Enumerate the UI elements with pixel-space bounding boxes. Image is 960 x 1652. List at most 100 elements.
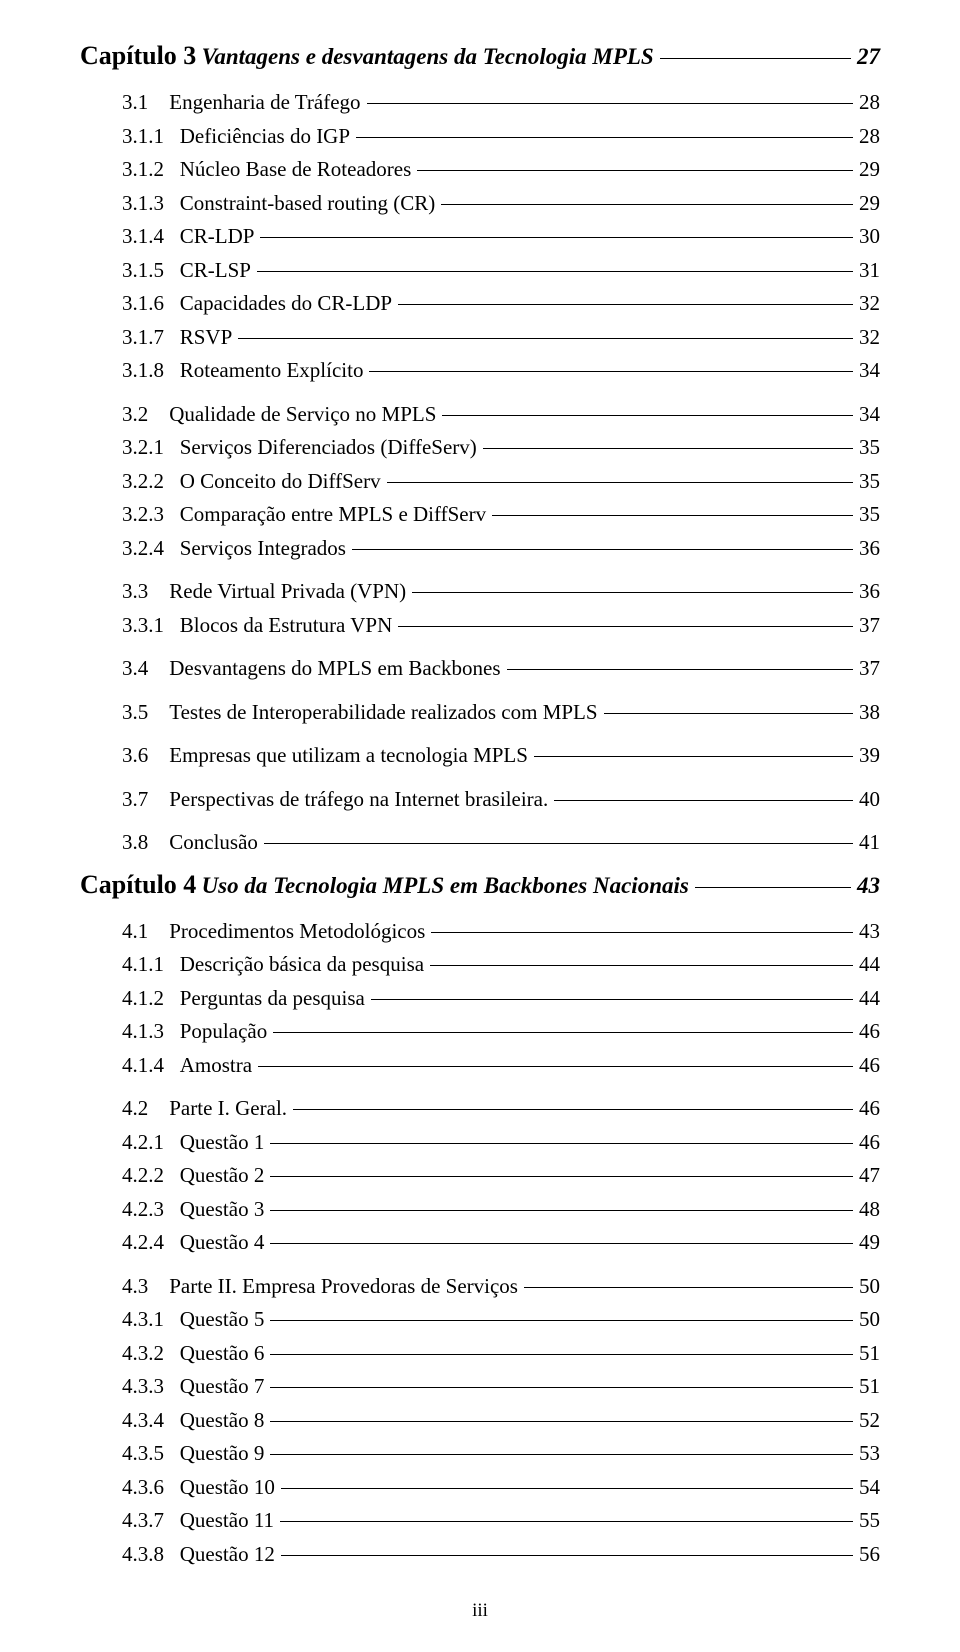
toc-leader	[534, 756, 853, 757]
toc-item-number: 3.2.2	[122, 469, 164, 493]
toc-leader	[280, 1521, 853, 1522]
toc-item-text: 4.3 Parte II. Empresa Provedoras de Serv…	[122, 1271, 522, 1303]
toc-item-title: RSVP	[180, 325, 233, 349]
toc-item-text: 3.1.6 Capacidades do CR-LDP	[122, 288, 396, 320]
toc-item-text: 4.1.2 Perguntas da pesquisa	[122, 983, 369, 1015]
toc-item-row: 3.6 Empresas que utilizam a tecnologia M…	[80, 740, 880, 772]
toc-item-text: 3.1.3 Constraint-based routing (CR)	[122, 188, 439, 220]
toc-page-number: 56	[855, 1539, 880, 1571]
toc-item-row: 3.1.2 Núcleo Base de Roteadores29	[80, 154, 880, 186]
toc-item-text: 4.3.1 Questão 5	[122, 1304, 268, 1336]
toc-item-title: O Conceito do DiffServ	[180, 469, 381, 493]
toc-item-text: 3.7 Perspectivas de tráfego na Internet …	[122, 784, 552, 816]
toc-item-row: 4.3.6 Questão 1054	[80, 1472, 880, 1504]
toc-item-text: 3.2.4 Serviços Integrados	[122, 533, 350, 565]
toc-item-row: 4.3.4 Questão 852	[80, 1405, 880, 1437]
toc-page-number: 52	[855, 1405, 880, 1437]
toc-chapter-row: Capítulo 3 Vantagens e desvantagens da T…	[80, 36, 880, 75]
toc-leader	[270, 1421, 853, 1422]
toc-leader	[264, 843, 853, 844]
toc-item-title: Questão 5	[180, 1307, 265, 1331]
toc-item-title: Núcleo Base de Roteadores	[180, 157, 412, 181]
toc-leader	[442, 415, 853, 416]
toc-item-title: Perguntas da pesquisa	[180, 986, 365, 1010]
toc-item-number: 3.1.2	[122, 157, 164, 181]
toc-page-number: 40	[855, 784, 880, 816]
toc-page-number: 41	[855, 827, 880, 859]
toc-page-number: 46	[855, 1093, 880, 1125]
toc-item-number: 4.1.2	[122, 986, 164, 1010]
toc-page-number: 43	[853, 869, 880, 904]
toc-item-row: 3.1.3 Constraint-based routing (CR)29	[80, 188, 880, 220]
toc-item-text: 4.1.1 Descrição básica da pesquisa	[122, 949, 428, 981]
toc-page-number: 30	[855, 221, 880, 253]
toc-item-title: CR-LDP	[180, 224, 255, 248]
toc-item-number: 4.2.1	[122, 1130, 164, 1154]
toc-leader	[258, 1066, 853, 1067]
toc-item-number: 3.1.8	[122, 358, 164, 382]
toc-page-number: 44	[855, 949, 880, 981]
toc-item-number: 3.1.6	[122, 291, 164, 315]
toc-leader	[660, 58, 851, 59]
toc-item-row: 3.2 Qualidade de Serviço no MPLS34	[80, 399, 880, 431]
toc-page-number: 50	[855, 1304, 880, 1336]
toc-item-text: 3.5 Testes de Interoperabilidade realiza…	[122, 697, 602, 729]
toc-item-row: 4.3.5 Questão 953	[80, 1438, 880, 1470]
toc-leader	[492, 515, 853, 516]
toc-item-title: Questão 4	[180, 1230, 265, 1254]
toc-page-number: 36	[855, 533, 880, 565]
toc-item-title: Questão 8	[180, 1408, 265, 1432]
toc-chapter-text: Capítulo 4 Uso da Tecnologia MPLS em Bac…	[80, 865, 693, 904]
toc-item-text: 3.8 Conclusão	[122, 827, 262, 859]
toc-item-text: 4.3.8 Questão 12	[122, 1539, 279, 1571]
toc-item-title: Parte II. Empresa Provedoras de Serviços	[169, 1274, 518, 1298]
toc-item-number: 3.2.1	[122, 435, 164, 459]
toc-item-number: 4.3.1	[122, 1307, 164, 1331]
toc-item-number: 3.1.4	[122, 224, 164, 248]
toc-item-title: População	[180, 1019, 267, 1043]
toc-item-title: Roteamento Explícito	[180, 358, 364, 382]
toc-item-number: 4.3.7	[122, 1508, 164, 1532]
toc-item-row: 3.3 Rede Virtual Privada (VPN)36	[80, 576, 880, 608]
toc-item-row: 3.2.1 Serviços Diferenciados (DiffeServ)…	[80, 432, 880, 464]
toc-item-text: 4.2.1 Questão 1	[122, 1127, 268, 1159]
toc-item-text: 4.1 Procedimentos Metodológicos	[122, 916, 429, 948]
toc-page-number: 32	[855, 288, 880, 320]
toc-leader	[270, 1143, 853, 1144]
toc-page-number: 46	[855, 1050, 880, 1082]
toc-leader	[507, 669, 853, 670]
toc-leader	[257, 271, 853, 272]
toc-page-number: 34	[855, 355, 880, 387]
toc-item-number: 3.2.3	[122, 502, 164, 526]
toc-item-title: Procedimentos Metodológicos	[169, 919, 425, 943]
toc-item-title: Parte I. Geral.	[169, 1096, 287, 1120]
toc-item-number: 3.1.1	[122, 124, 164, 148]
toc-leader	[371, 999, 853, 1000]
toc-item-number: 3.7	[122, 787, 148, 811]
toc-item-row: 4.1.2 Perguntas da pesquisa44	[80, 983, 880, 1015]
toc-chapter-text: Capítulo 3 Vantagens e desvantagens da T…	[80, 36, 658, 75]
toc-item-number: 4.2.3	[122, 1197, 164, 1221]
toc-item-text: 4.1.4 Amostra	[122, 1050, 256, 1082]
toc-page-number: 47	[855, 1160, 880, 1192]
toc-leader	[412, 592, 853, 593]
toc-item-number: 3.6	[122, 743, 148, 767]
toc-item-row: 3.2.2 O Conceito do DiffServ35	[80, 466, 880, 498]
toc-page-number: 51	[855, 1371, 880, 1403]
toc-item-title: Questão 6	[180, 1341, 265, 1365]
toc-item-number: 4.1.4	[122, 1053, 164, 1077]
toc-leader	[367, 103, 853, 104]
toc-item-row: 4.2.1 Questão 146	[80, 1127, 880, 1159]
toc-item-number: 4.1.3	[122, 1019, 164, 1043]
toc-page-number: 35	[855, 499, 880, 531]
toc-item-text: 4.2.4 Questão 4	[122, 1227, 268, 1259]
toc-leader	[431, 932, 853, 933]
toc-page-number: 55	[855, 1505, 880, 1537]
toc-item-number: 4.2.2	[122, 1163, 164, 1187]
toc-item-text: 4.3.3 Questão 7	[122, 1371, 268, 1403]
toc-item-number: 4.1.1	[122, 952, 164, 976]
toc-page-number: 34	[855, 399, 880, 431]
toc-item-text: 4.2.3 Questão 3	[122, 1194, 268, 1226]
toc-item-title: Deficiências do IGP	[180, 124, 350, 148]
toc-chapter-title: Vantagens e desvantagens da Tecnologia M…	[202, 44, 654, 69]
